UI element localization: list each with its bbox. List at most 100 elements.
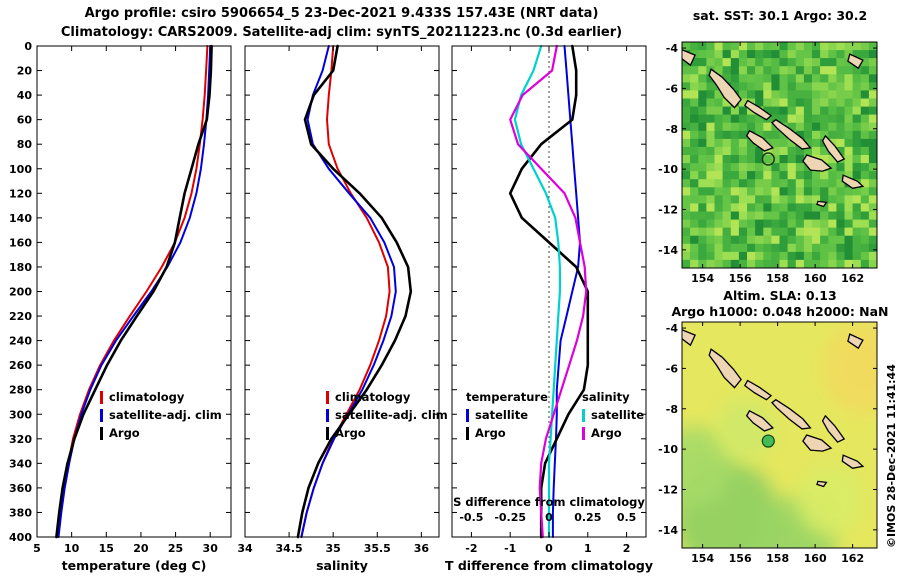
argo-t-line-swatch: [466, 426, 469, 440]
svg-text:240: 240: [9, 335, 32, 348]
svg-text:-4: -4: [666, 42, 679, 55]
satellite-t-line-swatch: [466, 408, 469, 422]
svg-text:0: 0: [545, 542, 553, 555]
svg-text:260: 260: [9, 359, 32, 372]
island-outline: [745, 409, 775, 432]
page-subtitle: Climatology: CARS2009. Satellite-adj cli…: [60, 25, 623, 40]
difference-temperature-legend: temperature satellite Argo: [466, 388, 548, 442]
panel-difference: -2 -1 0 1 2 T difference from climatology S di…: [445, 44, 653, 573]
svg-text:-6: -6: [666, 82, 679, 95]
island-outline: [816, 200, 828, 208]
panel-salinity: 34 34.5 35 35.5 36 salinity: [237, 44, 440, 573]
sla-title-line1: Altim. SLA: 0.13: [723, 288, 837, 303]
argo-position-marker: [761, 434, 775, 448]
island-outline: [847, 333, 864, 350]
svg-text:220: 220: [9, 310, 32, 323]
svg-text:154: 154: [691, 552, 714, 565]
svg-text:180: 180: [9, 261, 32, 274]
island-outline: [743, 379, 773, 401]
sst-map-title: sat. SST: 30.1 Argo: 30.2: [692, 8, 868, 23]
svg-text:34: 34: [237, 542, 253, 555]
svg-text:-10: -10: [658, 443, 678, 456]
legend-label: Argo: [109, 426, 140, 440]
sla-title-line2: Argo h1000: 0.048 h2000: NaN: [671, 304, 889, 319]
svg-text:156: 156: [729, 552, 752, 565]
legend-label: satellite-adj. clim: [335, 408, 448, 422]
svg-text:158: 158: [766, 272, 789, 285]
svg-text:-8: -8: [666, 403, 678, 416]
series-climatology: [300, 45, 391, 538]
legend-label: climatology: [335, 390, 411, 404]
svg-text:2: 2: [623, 542, 631, 555]
svg-text:20: 20: [17, 65, 33, 78]
island-outline: [682, 329, 696, 347]
legend-item-climatology: climatology: [100, 388, 222, 406]
svg-text:salinity: salinity: [316, 558, 368, 573]
svg-text:30: 30: [203, 542, 219, 555]
svg-text:100: 100: [9, 163, 32, 176]
svg-text:300: 300: [9, 408, 32, 421]
svg-text:temperature (deg C): temperature (deg C): [62, 558, 207, 573]
legend-item-satellite-adj-clim: satellite-adj. clim: [326, 406, 448, 424]
island-outline: [682, 49, 696, 67]
svg-text:120: 120: [9, 187, 32, 200]
island-outline: [821, 414, 846, 443]
series-S-diff-Argo: [509, 44, 588, 539]
svg-text:320: 320: [9, 433, 32, 446]
svg-text:162: 162: [841, 552, 864, 565]
island-outline: [771, 118, 812, 150]
svg-text:200: 200: [9, 286, 32, 299]
legend-item-satellite: satellite: [466, 406, 548, 424]
svg-text:340: 340: [9, 457, 32, 470]
svg-text:160: 160: [804, 272, 827, 285]
satellite-clim-line-swatch: [326, 408, 329, 422]
svg-text:15: 15: [99, 542, 114, 555]
island-outline: [816, 480, 828, 488]
island-outline: [708, 348, 742, 389]
sla-map: [682, 322, 877, 548]
copyright-text: ©IMOS 28-Dec-2021 11:41:44: [885, 364, 898, 548]
svg-text:1: 1: [584, 542, 592, 555]
svg-text:35: 35: [326, 542, 341, 555]
svg-text:0: 0: [545, 511, 553, 524]
svg-text:36: 36: [414, 542, 430, 555]
svg-text:-14: -14: [658, 244, 678, 257]
svg-text:280: 280: [9, 384, 32, 397]
series-climatology: [56, 45, 209, 538]
satellite-clim-line-swatch: [100, 408, 103, 422]
svg-text:156: 156: [729, 272, 752, 285]
legend-header-salinity: salinity: [582, 390, 630, 404]
svg-text:5: 5: [33, 542, 41, 555]
island-outline: [847, 53, 864, 70]
argo-position-marker: [761, 152, 775, 166]
svg-text:T difference from climatology: T difference from climatology: [445, 558, 653, 573]
legend-label: satellite-adj. clim: [109, 408, 222, 422]
island-outline: [802, 154, 833, 172]
svg-text:0.25: 0.25: [574, 511, 601, 524]
svg-text:154: 154: [691, 272, 714, 285]
svg-text:80: 80: [17, 138, 33, 151]
legend-item-argo: Argo: [326, 424, 448, 442]
legend-label: satellite: [591, 408, 645, 422]
svg-text:-12: -12: [658, 483, 678, 496]
panel-temperature: 5 10 15 20 25 3002040608010012014016018020022…: [9, 40, 232, 573]
svg-text:140: 140: [9, 212, 32, 225]
svg-text:-8: -8: [666, 123, 678, 136]
page-title: Argo profile: csiro 5906654_5 23-Dec-202…: [84, 6, 599, 21]
svg-text:0.5: 0.5: [617, 511, 637, 524]
svg-text:25: 25: [168, 542, 183, 555]
svg-text:-0.25: -0.25: [494, 511, 526, 524]
svg-text:60: 60: [17, 114, 33, 127]
svg-text:34.5: 34.5: [276, 542, 303, 555]
island-outline: [771, 398, 812, 430]
legend-label: Argo: [335, 426, 366, 440]
argo-line-swatch: [100, 426, 103, 440]
svg-text:160: 160: [804, 552, 827, 565]
island-outline: [745, 129, 775, 152]
svg-text:360: 360: [9, 482, 32, 495]
sla-map-axes: 154 156 158 160 162 -4 -6 -8 -10 -12 -14: [658, 321, 878, 565]
series-satellite-adj-clim: [300, 45, 397, 538]
legend-item-satellite: satellite: [582, 406, 644, 424]
